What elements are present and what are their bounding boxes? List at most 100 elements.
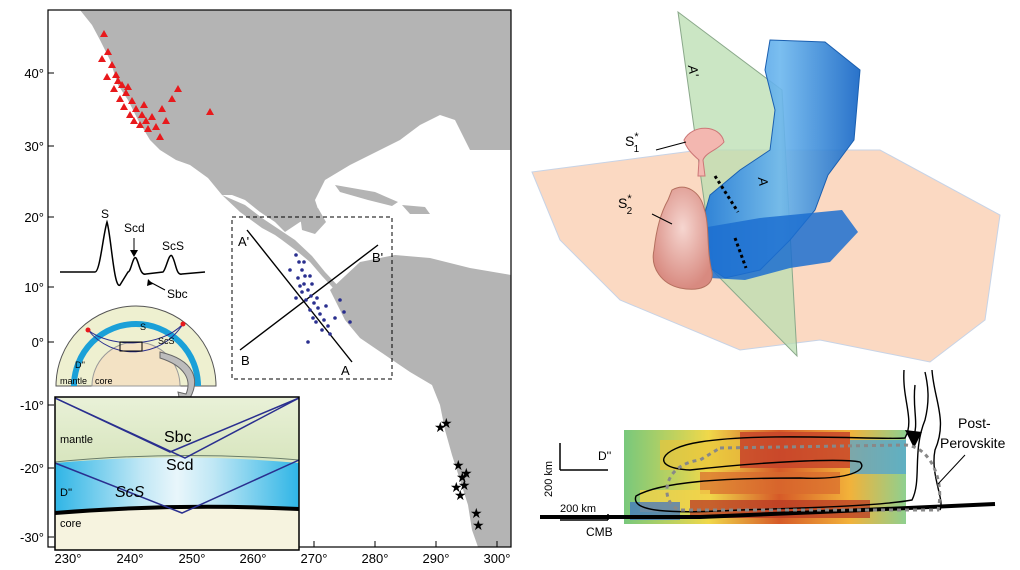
earthquake-events: ★★★ ★★★ ★★★ ★ [434,415,485,533]
svg-text:★: ★ [456,469,469,485]
yucatan-landmass [300,208,326,234]
zoom-mantle-label: mantle [60,434,93,446]
profile-label-b-prime: B' [372,250,383,265]
core-label: core [95,376,113,386]
lat-tick-label: -30° [20,530,44,545]
s1-base: S [625,133,634,149]
scale-label-horizontal: 200 km [560,503,596,515]
scale-label-vertical: 200 km [543,461,555,497]
lat-tick-label: -20° [20,461,44,476]
dotted-line-upper [713,175,740,213]
phase-label-s: S [101,207,109,221]
3d-block-panel: A' A S* 1 S* 2 [531,10,1001,363]
zoom-marker-box [119,341,143,352]
flow-arrow-head-icon [905,430,922,448]
post-perovskite-leader [937,454,966,485]
dotted-line-lower [733,237,748,269]
svg-text:★: ★ [460,465,473,481]
lon-tick-label: 250° [179,551,206,566]
profile-label-b: B [241,353,250,368]
profile-line-aa [246,229,353,363]
mantle-label: mantle [60,376,87,386]
north-america-landmass [48,10,511,232]
lon-tick-label: 280° [362,551,389,566]
tomo-d-layer-label: D'' [598,449,611,463]
ray-scs [54,459,300,514]
receiver-marker [180,321,186,327]
svg-text:★: ★ [450,479,463,495]
s2-label: S* 2 [618,193,633,217]
hispaniola-landmass [402,205,430,214]
phase-label-scs: ScS [162,239,184,253]
lon-tick-label: 290° [423,551,450,566]
ray-scd [54,397,300,459]
structure-s1 [683,127,725,177]
zoom-sbc-label: Sbc [164,429,192,446]
slab-base [690,210,858,280]
arrow-head-icon [130,250,138,257]
lon-tick-label: 230° [55,551,82,566]
svg-text:★: ★ [454,487,467,503]
bounce-point-cluster [288,253,352,344]
cmb-label: CMB [586,525,613,539]
lat-tick-label: -10° [20,398,44,413]
zoom-scd-label: Scd [166,457,194,474]
s2-leader [651,213,673,225]
post-perovskite-label-line1: Post- [958,415,991,431]
zoom-core-label: core [60,518,81,530]
slab-outline [634,369,929,513]
lat-tick-label: 30° [24,139,44,154]
arrow-head-icon [147,279,153,286]
cuba-landmass [335,185,398,206]
d-layer-label: D'' [75,360,85,370]
ray-path-scs [87,323,184,353]
seismic-stations [98,30,214,140]
waveform-inset: S Scd ScS Sbc [60,207,206,301]
s2-sub: 2 [627,206,633,217]
study-region-box [231,216,393,380]
s1-leader [655,141,687,151]
s2-star: * [627,193,632,205]
phase-label-sbc: Sbc [167,287,188,301]
earth-cross-section: S ScS D'' mantle core [55,305,217,413]
lon-tick-label: 270° [301,551,328,566]
svg-text:★: ★ [470,505,483,521]
d-layer-region [55,456,299,512]
longitude-axis: 230° 240° 250° 260° 270° 280° 290° 300° [55,541,511,566]
ray-label-scs: ScS [158,336,175,346]
lat-tick-label: 40° [24,66,44,81]
profile-label-a-prime: A' [238,234,249,249]
d-layer-arc [71,321,201,387]
s2-base: S [618,195,627,211]
svg-text:★: ★ [472,517,485,533]
map-panel: 40° 30° 20° 10° 0° -10° -20° -30° 230° 2… [20,9,512,566]
lon-tick-label: 300° [484,551,511,566]
svg-text:★: ★ [440,415,453,431]
zoom-d-layer-label: D'' [60,487,72,499]
s1-label: S* 1 [625,131,640,155]
cmb-line [54,504,300,515]
source-marker [85,327,91,333]
lat-tick-label: 20° [24,210,44,225]
profile-line-bb [239,244,379,351]
post-perovskite-label-line2: Perovskite [940,435,1006,451]
reflector-line [54,454,300,463]
cmb-boundary [540,502,996,519]
plane-label-a-prime: A' [685,63,702,78]
latitude-axis: 40° 30° 20° 10° 0° -10° -20° -30° [20,66,54,545]
lat-tick-label: 0° [32,335,44,350]
profile-label-a: A [341,363,350,378]
ray-label-s: S [140,322,146,332]
sbc-arrow [149,281,166,291]
slab-outline-right [931,369,942,511]
zoom-detail-box: mantle Sbc Scd ScS D'' core [54,396,300,551]
tomography-panel: D'' 200 km 200 km CMB Post- Perovskite [540,369,1006,539]
svg-text:★: ★ [452,457,465,473]
core-region [55,506,299,550]
plane-label-a: A [755,175,771,187]
s1-star: * [634,131,639,143]
zoom-scs-label: ScS [115,484,145,501]
structure-s2 [652,186,713,290]
s1-sub: 1 [634,144,640,155]
